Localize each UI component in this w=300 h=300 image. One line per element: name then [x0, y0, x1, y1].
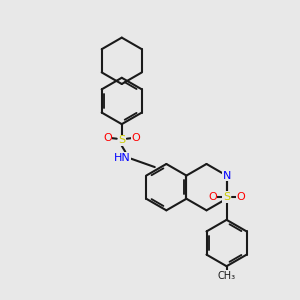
Text: O: O [236, 192, 245, 202]
Text: HN: HN [113, 153, 130, 163]
Text: S: S [118, 136, 125, 146]
Text: O: O [103, 133, 112, 143]
Text: O: O [132, 133, 140, 143]
Text: O: O [208, 192, 217, 202]
Text: N: N [222, 171, 231, 181]
Text: S: S [223, 192, 230, 202]
Text: CH₃: CH₃ [218, 271, 236, 281]
